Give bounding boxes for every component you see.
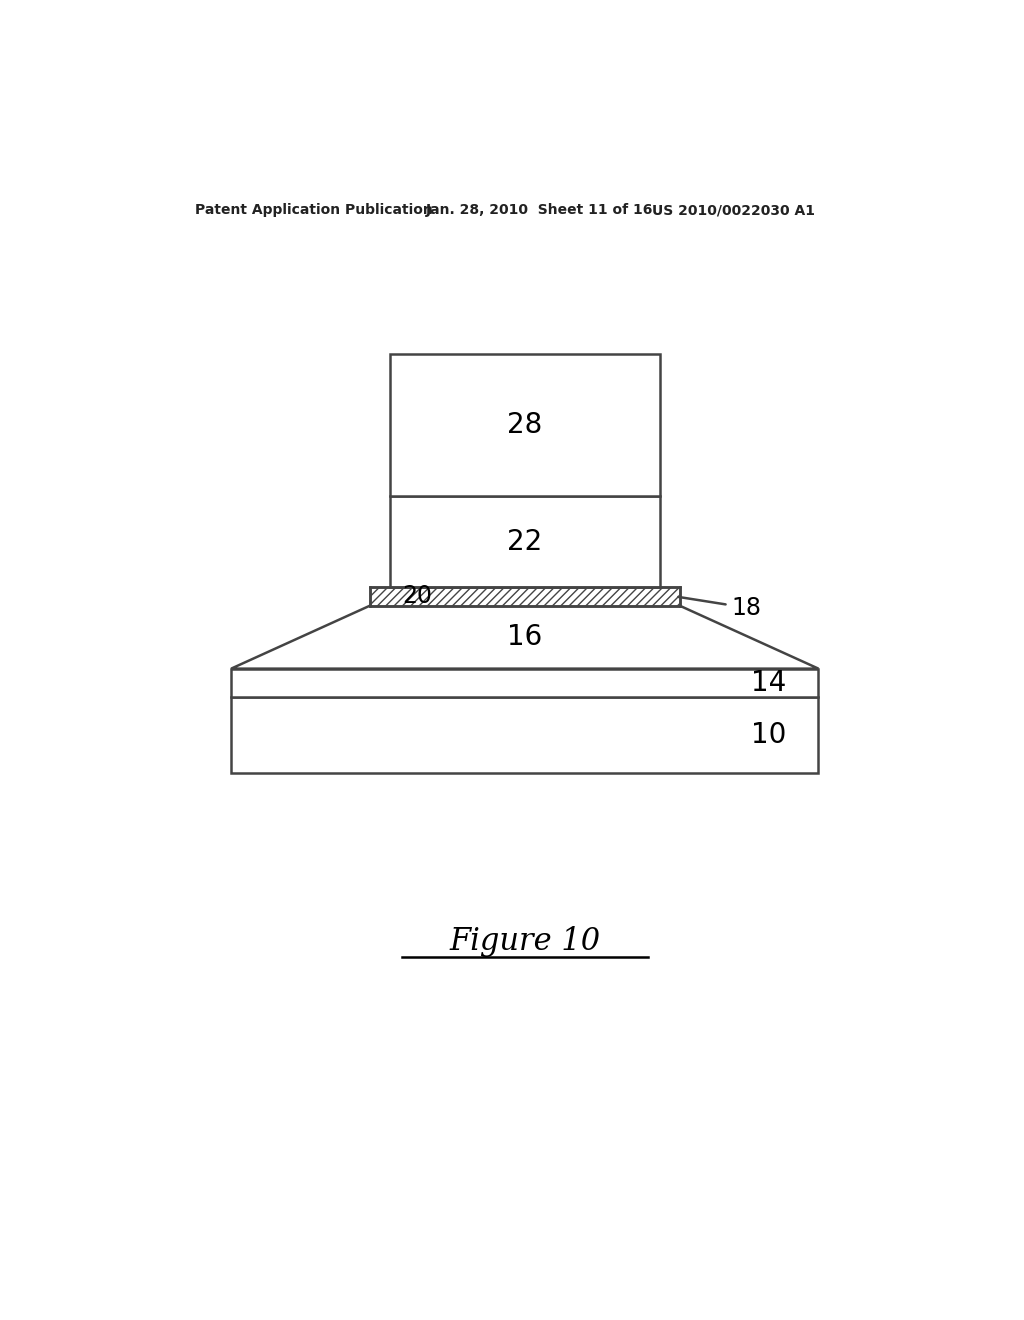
- Text: 10: 10: [752, 721, 786, 750]
- Text: 14: 14: [752, 669, 786, 697]
- Polygon shape: [370, 587, 680, 606]
- Bar: [231, 697, 818, 774]
- Text: 20: 20: [401, 585, 432, 609]
- Bar: [390, 354, 659, 496]
- Text: Figure 10: Figure 10: [450, 925, 600, 957]
- Text: 16: 16: [507, 623, 543, 651]
- Text: 22: 22: [507, 528, 543, 556]
- Text: Patent Application Publication: Patent Application Publication: [196, 203, 433, 216]
- Polygon shape: [231, 606, 818, 669]
- Text: 18: 18: [678, 595, 761, 619]
- Text: Jan. 28, 2010  Sheet 11 of 16: Jan. 28, 2010 Sheet 11 of 16: [426, 203, 653, 216]
- Text: 28: 28: [507, 411, 543, 438]
- Bar: [390, 496, 659, 587]
- Text: US 2010/0022030 A1: US 2010/0022030 A1: [652, 203, 815, 216]
- Bar: [231, 669, 818, 697]
